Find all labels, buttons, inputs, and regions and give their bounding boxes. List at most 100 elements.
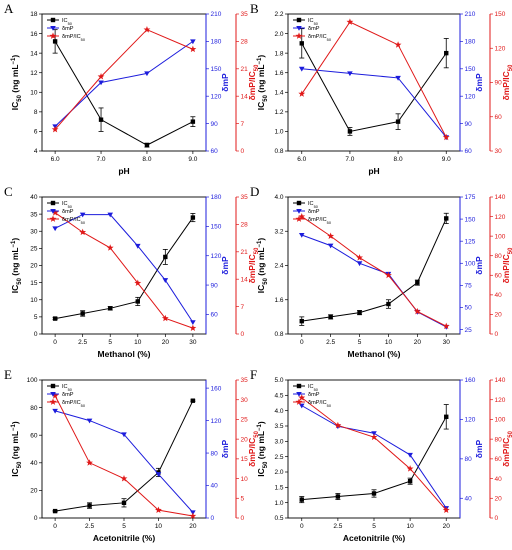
data-point: [394, 41, 402, 48]
legend-label: IC50: [62, 384, 73, 392]
data-point: [162, 278, 169, 283]
panel-letter: D: [250, 184, 259, 199]
x-axis-label: pH: [118, 166, 129, 176]
panel-letter: F: [250, 367, 257, 382]
data-point: [51, 125, 59, 133]
legend-label: IC50: [62, 18, 73, 26]
y-right1-tick-label: 120: [211, 93, 222, 100]
legend-label: δmP/IC50: [62, 34, 86, 42]
legend-label: δmP: [308, 209, 320, 215]
y-right2-tick-label: 100: [495, 417, 506, 424]
legend-label: δmP: [62, 392, 74, 398]
data-point: [121, 432, 127, 438]
y-right2-tick-label: 20: [495, 495, 503, 502]
y-right1-axis-label: δmP: [220, 256, 230, 275]
y-right2-axis-label: δmP/IC50: [247, 247, 260, 284]
data-point: [442, 133, 450, 141]
y-right1-tick-label: 40: [211, 483, 219, 490]
y-left-tick-label: 5.0: [274, 377, 283, 384]
y-right2-axis-label: δmP/IC50: [501, 430, 512, 467]
data-point: [442, 506, 450, 514]
x-tick-label: 7.0: [97, 156, 106, 163]
data-point: [52, 226, 58, 232]
y-left-tick-label: 0.8: [274, 331, 283, 338]
y-right1-tick-label: 50: [465, 305, 473, 312]
y-left-tick-label: 5: [34, 314, 38, 321]
data-point: [298, 90, 306, 97]
x-tick-label: 8.0: [394, 156, 403, 163]
data-point: [86, 418, 93, 424]
x-tick-label: 10: [134, 339, 142, 346]
data-point: [52, 316, 58, 321]
y-right1-axis-label: δmP: [474, 73, 484, 92]
y-right1-tick-label: 150: [211, 66, 222, 73]
legend-label: IC50: [62, 201, 73, 209]
y-right2-tick-label: 7: [241, 121, 245, 128]
y-right2-axis-label: δmP/IC50: [501, 64, 512, 101]
y-left-tick-label: 3.2: [274, 228, 283, 235]
y-left-tick-label: 40: [30, 460, 38, 467]
data-point: [155, 506, 162, 514]
x-tick-label: 7.0: [345, 156, 354, 163]
data-point: [190, 119, 196, 124]
y-right2-tick-label: 40: [495, 292, 503, 299]
legend-label: δmP: [308, 26, 320, 32]
data-point: [356, 254, 363, 261]
x-tick-label: 5: [108, 339, 112, 346]
data-point: [121, 500, 127, 506]
y-right1-tick-label: 120: [465, 93, 476, 100]
data-point: [87, 503, 92, 508]
x-tick-label: 2.5: [333, 523, 342, 530]
series-line: [54, 29, 194, 130]
y-left-tick-label: 80: [30, 405, 38, 412]
data-point: [298, 212, 306, 220]
x-tick-label: 8.0: [142, 156, 151, 163]
data-point: [51, 392, 59, 399]
y-left-tick-label: 1.6: [274, 70, 283, 77]
data-point: [395, 119, 401, 124]
legend-marker: [49, 32, 57, 39]
data-point: [108, 306, 113, 311]
data-point: [98, 80, 104, 86]
series-line: [54, 214, 194, 323]
data-point: [346, 18, 354, 25]
x-tick-label: 10: [155, 523, 163, 530]
y-left-tick-label: 0: [34, 331, 38, 338]
y-right2-tick-label: 0: [241, 148, 245, 155]
y-right2-tick-label: 30: [495, 148, 503, 155]
data-point: [371, 491, 377, 496]
data-point: [80, 311, 85, 316]
y-right2-tick-label: 80: [495, 436, 503, 443]
x-axis-label: Acetonitrile (%): [93, 533, 156, 543]
y-left-tick-label: 1.0: [274, 129, 283, 136]
x-tick-label: 0: [53, 523, 57, 530]
y-right2-tick-label: 35: [241, 377, 249, 384]
series-line: [54, 40, 194, 127]
y-left-tick-label: 2.0: [274, 469, 283, 476]
legend-marker: [296, 383, 302, 389]
data-point: [135, 299, 140, 304]
data-point: [190, 320, 196, 326]
legend-marker: [50, 26, 56, 31]
data-point: [407, 452, 413, 458]
data-point: [98, 117, 104, 122]
y-right1-axis-label: δmP: [220, 73, 230, 92]
data-point: [52, 39, 58, 44]
data-point: [144, 71, 150, 77]
y-left-tick-label: 4.5: [274, 393, 283, 400]
x-tick-label: 10: [385, 339, 393, 346]
y-left-tick-label: 35: [30, 211, 38, 218]
y-left-tick-label: 6: [34, 129, 38, 136]
data-point: [347, 129, 353, 134]
legend-marker: [296, 200, 302, 206]
y-right2-tick-label: 0: [495, 331, 499, 338]
y-right2-tick-label: 25: [241, 417, 249, 424]
data-point: [134, 279, 142, 287]
y-left-axis-label: IC50 (ng mL−1): [256, 421, 269, 477]
y-right1-tick-label: 80: [211, 450, 219, 457]
y-left-tick-label: 2.0: [274, 31, 283, 38]
y-left-tick-label: 1.4: [274, 89, 283, 96]
legend-label: δmP/IC50: [308, 34, 332, 42]
y-left-tick-label: 14: [30, 50, 38, 57]
x-axis-label: Methanol (%): [98, 349, 151, 359]
